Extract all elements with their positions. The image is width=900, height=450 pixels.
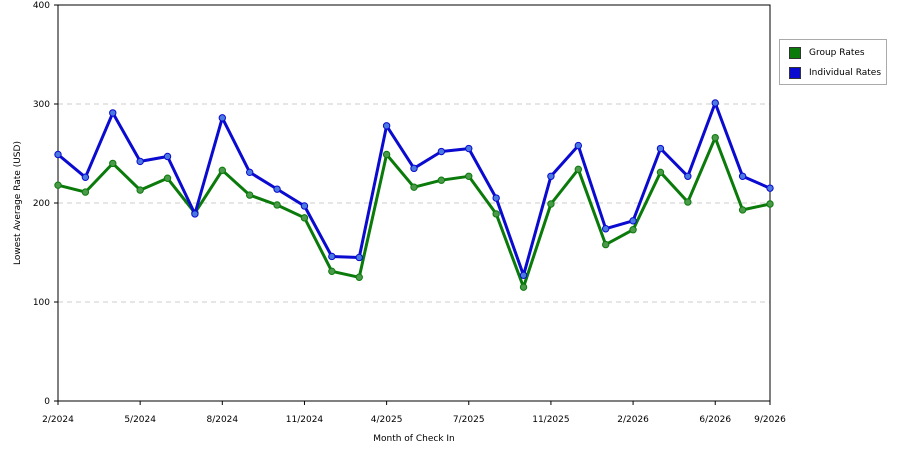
x-axis-title: Month of Check In: [373, 434, 455, 444]
legend-item-group-rates: Group Rates: [789, 47, 865, 59]
point-individual-rates: [684, 172, 692, 180]
point-individual-rates: [136, 157, 144, 166]
legend: Group Rates Individual Rates: [779, 39, 887, 85]
x-tick-label: 7/2025: [453, 415, 485, 425]
point-individual-rates: [163, 152, 172, 161]
series-group: [54, 99, 774, 291]
series-line-group-rates: [57, 136, 771, 289]
point-group-rates: [245, 191, 254, 199]
x-tick-label: 8/2024: [206, 415, 238, 425]
point-group-rates: [547, 200, 555, 208]
point-individual-rates: [54, 150, 62, 159]
point-group-rates: [300, 214, 309, 222]
point-group-rates: [465, 172, 473, 180]
point-individual-rates: [81, 173, 90, 181]
point-individual-rates: [382, 122, 391, 130]
legend-swatch-group-rates: [789, 47, 801, 59]
point-group-rates: [437, 176, 446, 184]
point-group-rates: [163, 174, 172, 182]
point-group-rates: [410, 183, 418, 191]
point-individual-rates: [574, 141, 583, 150]
y-tick-label: 400: [33, 1, 50, 11]
x-tick-label: 9/2026: [754, 415, 786, 425]
point-individual-rates: [437, 147, 446, 156]
y-axis-title: Lowest Average Rate (USD): [13, 141, 23, 265]
x-tick-label: 5/2024: [124, 415, 156, 425]
legend-label-individual-rates: Individual Rates: [809, 68, 882, 78]
point-group-rates: [711, 133, 719, 142]
point-individual-rates: [410, 164, 418, 173]
point-group-rates: [519, 283, 528, 291]
point-individual-rates: [711, 99, 719, 107]
x-tick-label: 4/2025: [371, 415, 403, 425]
x-axis: 2/2024 5/2024 8/2024 11/2024 4/2025 7/2025 11/…: [42, 401, 786, 425]
point-individual-rates: [738, 172, 747, 180]
x-tick-label: 2/2024: [42, 415, 74, 425]
point-group-rates: [629, 226, 637, 234]
x-tick-label: 6/2026: [699, 415, 731, 425]
legend-label-group-rates: Group Rates: [809, 48, 865, 58]
point-individual-rates: [656, 144, 665, 153]
point-individual-rates: [601, 225, 610, 233]
point-individual-rates: [300, 202, 309, 210]
point-individual-rates: [218, 114, 227, 122]
gridlines: [58, 103, 770, 303]
point-group-rates: [109, 159, 117, 168]
point-individual-rates: [629, 217, 637, 225]
point-group-rates: [382, 150, 391, 159]
x-tick-label: 11/2024: [286, 415, 324, 425]
y-axis: 0 100 200 300 400: [33, 1, 58, 407]
point-individual-rates: [109, 109, 117, 117]
point-group-rates: [492, 210, 500, 218]
y-tick-label: 200: [33, 199, 50, 209]
point-group-rates: [136, 186, 144, 194]
point-individual-rates: [492, 194, 500, 202]
point-group-rates: [766, 200, 774, 208]
point-group-rates: [328, 267, 336, 276]
point-individual-rates: [191, 210, 199, 218]
y-tick-label: 100: [33, 298, 50, 308]
point-individual-rates: [465, 144, 473, 153]
point-group-rates: [574, 165, 583, 174]
point-individual-rates: [245, 168, 254, 177]
point-group-rates: [738, 206, 747, 214]
point-group-rates: [684, 198, 692, 206]
point-individual-rates: [766, 184, 774, 192]
point-individual-rates: [519, 271, 528, 279]
point-group-rates: [601, 240, 610, 249]
x-tick-label: 2/2026: [617, 415, 649, 425]
point-group-rates: [273, 201, 281, 209]
point-group-rates: [355, 273, 363, 281]
point-group-rates: [218, 166, 227, 175]
point-individual-rates: [273, 185, 281, 193]
point-individual-rates: [328, 252, 336, 261]
point-individual-rates: [547, 172, 555, 180]
point-group-rates: [54, 181, 62, 189]
point-individual-rates: [355, 253, 363, 262]
x-tick-label: 11/2025: [532, 415, 569, 425]
y-tick-label: 0: [44, 397, 50, 407]
legend-swatch-individual-rates: [789, 67, 801, 79]
legend-item-individual-rates: Individual Rates: [789, 67, 881, 79]
point-group-rates: [656, 168, 665, 177]
y-tick-label: 300: [33, 100, 50, 110]
point-group-rates: [81, 188, 90, 196]
